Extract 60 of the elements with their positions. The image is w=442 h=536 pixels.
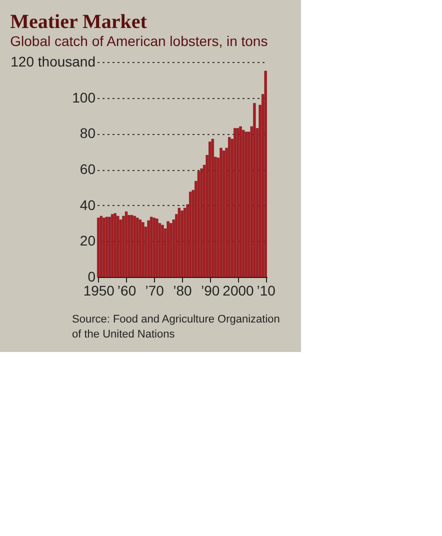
x-tick-label: ’60 bbox=[117, 282, 136, 298]
bar bbox=[220, 148, 222, 278]
bar bbox=[97, 218, 100, 278]
chart-subtitle: Global catch of American lobsters, in tons bbox=[10, 33, 268, 49]
bar bbox=[180, 210, 184, 278]
bar bbox=[244, 132, 248, 278]
bar bbox=[152, 218, 156, 278]
bar bbox=[102, 218, 106, 278]
source-note: Source: Food and Agriculture Organization bbox=[72, 314, 280, 326]
bar bbox=[189, 192, 192, 278]
bar bbox=[211, 138, 214, 278]
bar bbox=[183, 208, 186, 278]
x-tick-label: ’10 bbox=[256, 282, 276, 298]
y-tick-label: 40 bbox=[80, 196, 96, 213]
bar bbox=[116, 216, 120, 278]
bar bbox=[222, 150, 226, 278]
bar bbox=[105, 216, 108, 278]
x-tick-label: ’80 bbox=[173, 282, 192, 298]
bar bbox=[253, 103, 256, 278]
y-tick-label: 0 bbox=[88, 268, 96, 284]
bar bbox=[178, 208, 181, 278]
bar bbox=[200, 168, 203, 278]
bar bbox=[124, 211, 128, 278]
bar bbox=[228, 137, 231, 278]
bar bbox=[166, 221, 170, 278]
bar bbox=[156, 218, 158, 278]
bar bbox=[108, 216, 111, 278]
bar bbox=[150, 216, 153, 278]
bar bbox=[236, 128, 240, 278]
bar bbox=[114, 213, 116, 278]
bar bbox=[142, 222, 144, 278]
bar bbox=[239, 126, 242, 278]
y-tick-label: 60 bbox=[80, 161, 96, 177]
bar bbox=[234, 128, 236, 278]
bar bbox=[197, 171, 200, 278]
x-tick-label: ’90 bbox=[201, 282, 220, 298]
text: of the United Nations bbox=[72, 328, 176, 340]
bar bbox=[136, 218, 139, 278]
y-tick-label: 20 bbox=[80, 232, 96, 249]
bar bbox=[208, 142, 212, 278]
bar bbox=[242, 130, 245, 278]
bar bbox=[133, 216, 136, 278]
x-tick-label: 2000 bbox=[222, 282, 254, 298]
y-tick-label: 120 thousand bbox=[10, 54, 96, 70]
bar bbox=[138, 220, 142, 278]
bar bbox=[147, 220, 150, 278]
bar bbox=[100, 216, 102, 278]
bar bbox=[161, 224, 164, 278]
x-tick-label: ’70 bbox=[145, 282, 164, 298]
y-tick-label: 80 bbox=[80, 125, 96, 142]
bar bbox=[111, 214, 114, 278]
bar bbox=[128, 215, 130, 278]
bar bbox=[130, 215, 134, 278]
x-tick-label: 1950 bbox=[83, 282, 115, 298]
bar bbox=[122, 216, 125, 278]
bar bbox=[170, 223, 172, 278]
bar bbox=[264, 70, 267, 278]
chart-title: Meatier Market bbox=[10, 11, 148, 33]
bar bbox=[119, 220, 122, 278]
y-tick-label: 100 bbox=[72, 89, 96, 106]
